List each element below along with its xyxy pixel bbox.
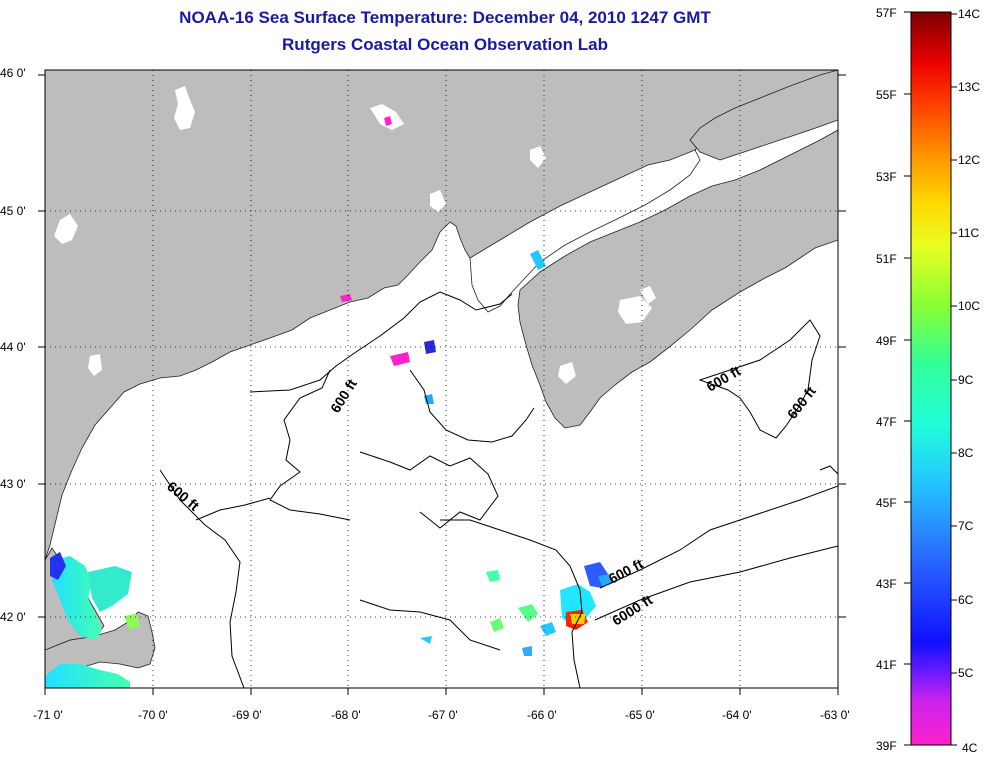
map-title: NOAA-16 Sea Surface Temperature: Decembe… — [179, 8, 711, 27]
map-frame — [44, 69, 839, 689]
land-pei-capebreton — [689, 70, 838, 161]
lon-label: -71 0' — [33, 708, 63, 722]
colorbar-c-label: 9C — [958, 373, 974, 387]
colorbar-f-label: 43F — [876, 577, 897, 591]
lat-label: 43 0' — [0, 477, 26, 491]
colorbar-f-label: 49F — [876, 334, 897, 348]
colorbar-ticks — [904, 11, 957, 746]
lat-lon-grid — [45, 70, 838, 688]
colorbar-f-label: 41F — [876, 658, 897, 672]
sst-data-patches — [45, 116, 612, 688]
colorbar-f-label: 55F — [876, 88, 897, 102]
lon-label: -70 0' — [138, 708, 168, 722]
colorbar-c-label: 6C — [958, 593, 974, 607]
colorbar-c-label: 4C — [962, 741, 978, 755]
axis-ticks — [38, 74, 846, 695]
colorbar-f-label: 39F — [876, 739, 897, 753]
lon-label: -64 0' — [722, 708, 752, 722]
colorbar-c-label: 13C — [958, 80, 980, 94]
colorbar-f-label: 53F — [876, 170, 897, 184]
lon-label: -68 0' — [331, 708, 361, 722]
colorbar-c-label: 7C — [958, 519, 974, 533]
colorbar-c-label: 8C — [958, 446, 974, 460]
land-nova-scotia — [517, 129, 838, 429]
lon-label: -63 0' — [820, 708, 850, 722]
lon-label: -69 0' — [232, 708, 262, 722]
colorbar-c-label: 11C — [958, 226, 979, 240]
map-subtitle: Rutgers Coastal Ocean Observation Lab — [282, 35, 608, 54]
colorbar-c-label: 5C — [958, 666, 974, 680]
bay-of-fundy — [469, 149, 701, 313]
lat-label: 42 0' — [0, 610, 26, 624]
colorbar-f-label: 47F — [876, 415, 897, 429]
lat-label: 45 0' — [0, 204, 26, 218]
colorbar-c-label: 14C — [958, 7, 980, 21]
colorbar-c-label: 12C — [958, 153, 980, 167]
colorbar — [910, 11, 952, 746]
colorbar-f-label: 45F — [876, 496, 897, 510]
lon-label: -66 0' — [527, 708, 557, 722]
lon-label: -65 0' — [625, 708, 655, 722]
lat-label: 44 0' — [0, 340, 26, 354]
colorbar-f-label: 57F — [876, 6, 897, 20]
colorbar-f-label: 51F — [876, 252, 897, 266]
colorbar-c-label: 10C — [958, 299, 980, 313]
bathymetry-contours — [159, 291, 838, 688]
inland-lakes — [54, 86, 656, 384]
lon-label: -67 0' — [428, 708, 458, 722]
lat-label: 46 0' — [0, 66, 26, 80]
